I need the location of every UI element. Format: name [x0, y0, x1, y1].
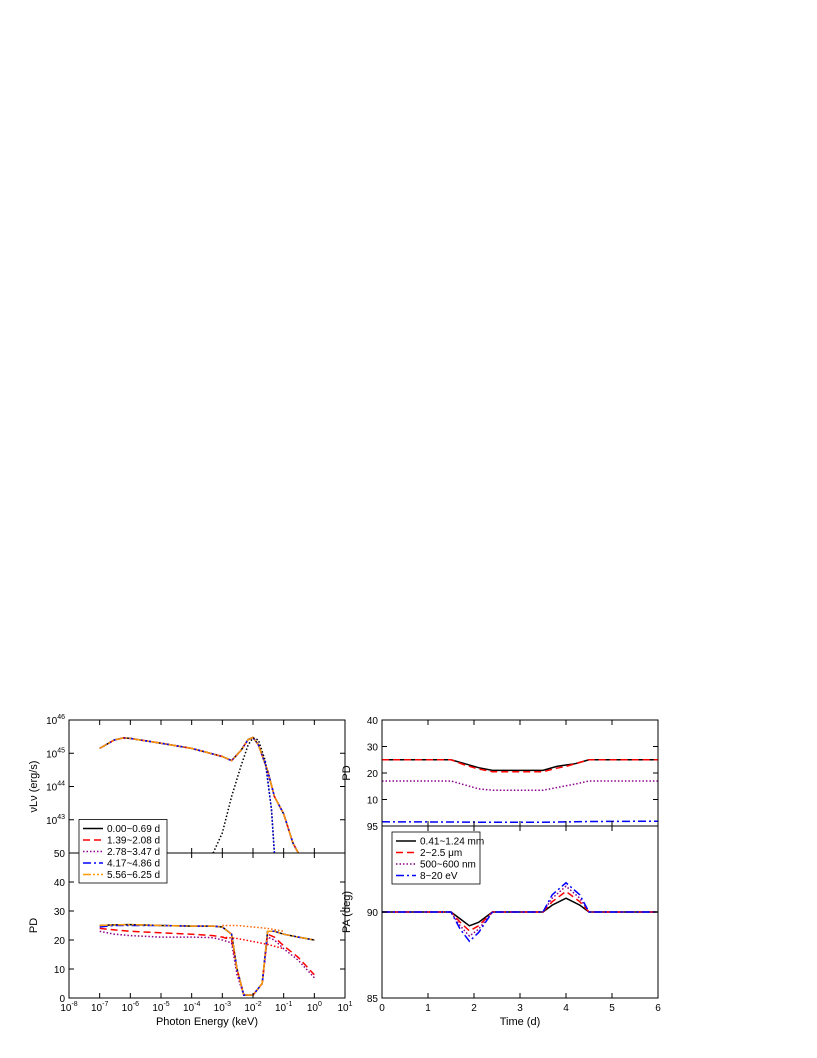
x-tick-label: 10-6 [122, 1001, 139, 1014]
y-tick-label: 10 [367, 796, 379, 807]
series-line [382, 890, 658, 932]
y-tick-label: 40 [367, 716, 379, 727]
series-line [212, 736, 276, 853]
x-tick-label: 10-4 [183, 1001, 200, 1014]
legend-label: 2~2.5 μm [420, 848, 462, 859]
legend-label: 0.00~0.69 d [107, 824, 160, 835]
series-line [382, 780, 658, 791]
x-tick-label: 10-2 [244, 1001, 261, 1014]
series-line [99, 927, 315, 996]
x-tick-label: 2 [471, 1003, 477, 1014]
x-tick-label: 3 [517, 1003, 523, 1014]
x-tick-label: 10-7 [91, 1001, 108, 1014]
series-line [382, 759, 658, 772]
series-line [99, 930, 315, 996]
y-tick-label: 1045 [46, 747, 65, 760]
y-tick-label: 50 [54, 849, 66, 860]
legend-label: 4.17~4.86 d [107, 859, 160, 870]
series-line [99, 923, 315, 996]
y-tick-label: 30 [367, 743, 379, 754]
y-tick-label: 10 [54, 965, 66, 976]
series-line [382, 820, 658, 824]
legend-label: 0.41~1.24 mm [420, 837, 484, 848]
x-tick-label: 1 [425, 1003, 431, 1014]
legend: 0.00~0.69 d1.39~2.08 d2.78~3.47 d4.17~4.… [78, 819, 168, 884]
y-tick-label: 85 [367, 994, 379, 1005]
series-line [264, 760, 276, 853]
y-axis-title: PA (deg) [341, 891, 353, 933]
legend-label: 1.39~2.08 d [107, 836, 160, 847]
y-axis-title: PD [341, 765, 353, 780]
y-tick-label: 1044 [46, 781, 65, 794]
y-axis-title: PD [28, 918, 40, 933]
y-axis-title: νLν (erg/s) [28, 761, 40, 813]
x-tick-label: 10-1 [275, 1001, 292, 1014]
legend-label: 5.56~6.25 d [107, 870, 160, 881]
axes-frame [381, 719, 659, 827]
series-line [382, 885, 658, 938]
series-line [382, 759, 658, 773]
panel: 1043 1044 1045 1046 νLν (erg/s) [28, 714, 346, 854]
y-tick-label: 95 [367, 822, 379, 833]
x-tick-label: 10-8 [60, 1001, 77, 1014]
x-tick-label: 101 [337, 1001, 352, 1014]
panel: 85 90 95 0 1 2 3 4 5 6 Time (d) PA (deg) [341, 822, 661, 1028]
legend-label: 8~20 eV [420, 871, 458, 882]
x-tick-label: 10-5 [152, 1001, 169, 1014]
y-tick-label: 40 [54, 878, 66, 889]
panel: 0 10 20 30 40 50 10-8 10-7 10-6 10-5 10-4 10-3 10-2 1… [28, 849, 353, 1028]
legend-label: 2.78~3.47 d [107, 847, 160, 858]
y-tick-label: 90 [367, 908, 379, 919]
x-tick-label: 6 [655, 1003, 661, 1014]
y-tick-label: 1043 [46, 814, 65, 827]
axes-frame [68, 852, 346, 999]
y-tick-label: 20 [54, 936, 66, 947]
y-tick-label: 1046 [46, 714, 65, 727]
legend-label: 500~600 nm [420, 860, 476, 871]
series-line [99, 736, 299, 853]
series-line [222, 924, 284, 933]
series-line [382, 881, 658, 943]
panel: 10 20 30 40 PD [341, 716, 659, 827]
x-axis-title: Photon Energy (keV) [156, 1016, 258, 1028]
x-tick-label: 10-3 [214, 1001, 231, 1014]
y-tick-label: 20 [367, 769, 379, 780]
y-tick-label: 30 [54, 907, 66, 918]
x-axis-title: Time (d) [500, 1016, 541, 1028]
x-tick-label: 4 [563, 1003, 569, 1014]
x-tick-label: 100 [307, 1001, 322, 1014]
x-tick-label: 0 [379, 1003, 385, 1014]
y-tick-label: 0 [59, 994, 65, 1005]
x-tick-label: 5 [609, 1003, 615, 1014]
